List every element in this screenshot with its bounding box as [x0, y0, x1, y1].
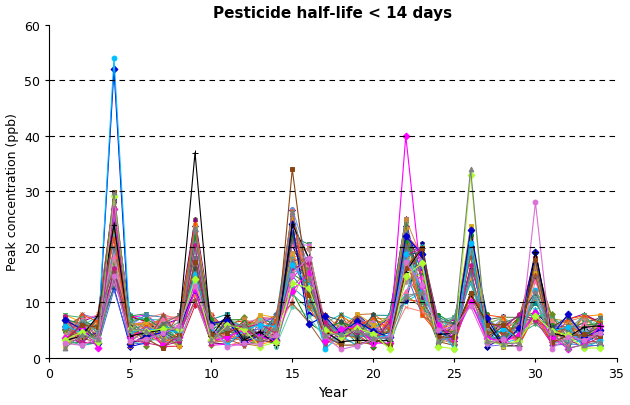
X-axis label: Year: Year: [318, 386, 348, 399]
Y-axis label: Peak concentration (ppb): Peak concentration (ppb): [6, 113, 18, 271]
Title: Pesticide half-life < 14 days: Pesticide half-life < 14 days: [214, 6, 452, 21]
